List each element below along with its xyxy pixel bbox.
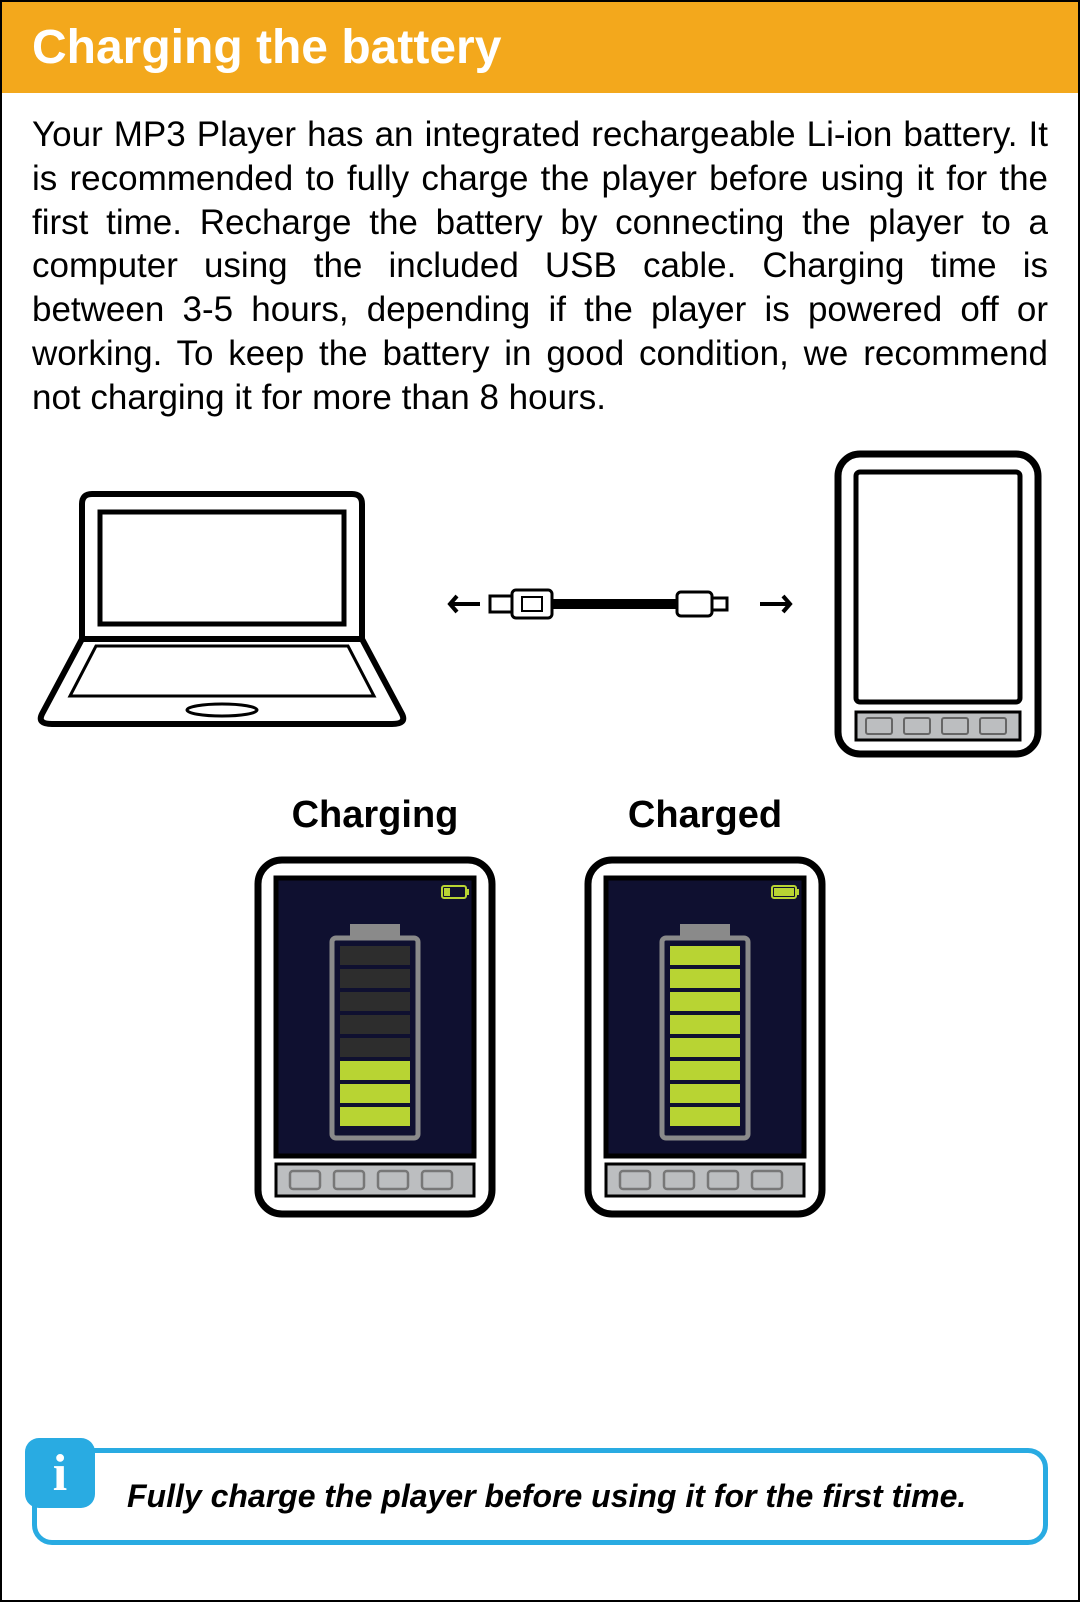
page-title: Charging the battery [32, 21, 501, 74]
page-header: Charging the battery [2, 2, 1078, 93]
connection-diagram [32, 444, 1048, 764]
laptop-icon [32, 474, 412, 734]
usb-cable-icon [445, 574, 795, 634]
battery-states-row: Charging [32, 794, 1048, 1222]
player-charged-icon [580, 852, 830, 1222]
body-paragraph: Your MP3 Player has an integrated rechar… [32, 113, 1048, 419]
charging-state: Charging [250, 794, 500, 1222]
content-area: Your MP3 Player has an integrated rechar… [2, 93, 1078, 1242]
info-icon-letter: i [53, 1444, 67, 1503]
info-callout: i Fully charge the player before using i… [32, 1448, 1048, 1545]
info-icon: i [25, 1438, 95, 1508]
charging-label: Charging [292, 794, 459, 837]
mp3-player-icon [828, 444, 1048, 764]
info-text: Fully charge the player before using it … [127, 1478, 1013, 1515]
charged-label: Charged [628, 794, 782, 837]
player-charging-icon [250, 852, 500, 1222]
charged-state: Charged [580, 794, 830, 1222]
